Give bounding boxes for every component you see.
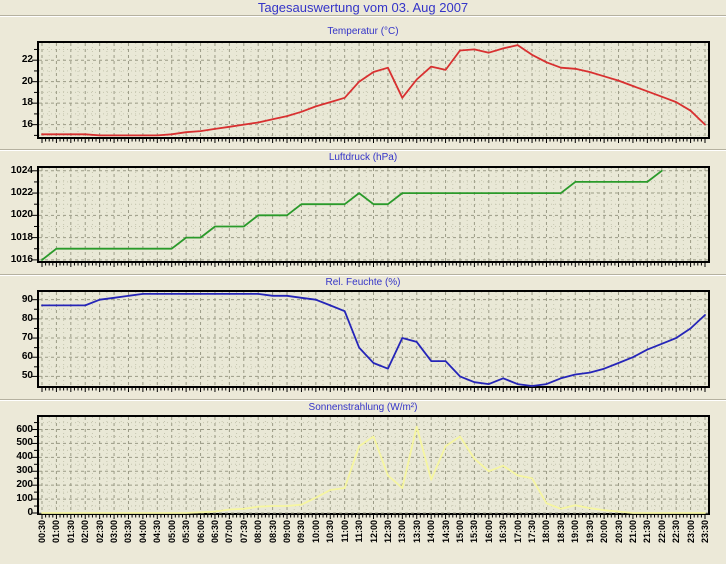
x-tick-label: 04:00 [137, 520, 148, 544]
x-tick-label: 07:00 [224, 520, 235, 544]
x-tick-label: 23:00 [685, 520, 696, 544]
x-tick-label: 12:00 [368, 520, 379, 544]
x-tick-label: 10:30 [325, 520, 336, 544]
x-tick-label: 03:30 [123, 520, 134, 544]
x-tick-label: 19:30 [584, 520, 595, 544]
x-tick-label: 02:30 [94, 520, 105, 544]
x-tick-label: 13:00 [397, 520, 408, 544]
x-tick-label: 21:00 [627, 520, 638, 544]
x-tick-label: 12:30 [382, 520, 393, 544]
x-tick-label: 23:30 [700, 520, 710, 544]
y-tick-label: 20 [21, 75, 33, 87]
x-tick-label: 04:30 [152, 520, 163, 544]
x-tick-label: 20:00 [599, 520, 610, 544]
y-tick-label: 1020 [10, 209, 33, 221]
x-tick-label: 00:30 [37, 520, 47, 544]
y-tick-label: 1016 [10, 253, 33, 265]
x-tick-label: 13:30 [411, 520, 422, 544]
x-tick-label: 14:00 [426, 520, 437, 544]
y-tick-label: 18 [21, 97, 33, 109]
x-tick-label: 11:30 [354, 520, 365, 543]
page-title: Tagesauswertung vom 03. Aug 2007 [257, 0, 469, 15]
chart-title-humidity: Rel. Feuchte (%) [325, 277, 401, 288]
x-tick-label: 17:30 [527, 520, 538, 544]
x-tick-label: 01:30 [65, 520, 76, 544]
y-tick-label: 90 [21, 293, 33, 305]
y-tick-label: 22 [21, 54, 33, 66]
x-tick-label: 10:00 [310, 520, 321, 544]
y-tick-label: 1022 [10, 187, 33, 199]
x-tick-label: 02:00 [80, 520, 91, 544]
x-tick-label: 16:30 [498, 520, 509, 544]
y-tick-label: 50 [21, 370, 33, 382]
y-tick-label: 60 [21, 351, 33, 363]
x-tick-label: 05:30 [181, 520, 192, 544]
pressure-plot [32, 166, 710, 267]
chart-title-solar-radiation: Sonnenstrahlung (W/m²) [308, 402, 418, 413]
x-tick-label: 17:00 [512, 520, 523, 544]
x-tick-label: 22:00 [656, 520, 667, 544]
x-tick-label: 15:00 [454, 520, 465, 544]
y-tick-label: 500 [16, 437, 33, 449]
x-tick-label: 09:00 [282, 520, 293, 544]
y-tick-label: 300 [16, 465, 33, 477]
x-tick-label: 14:30 [440, 520, 451, 544]
y-tick-label: 600 [16, 423, 33, 435]
y-tick-label: 16 [21, 118, 33, 130]
x-tick-label: 20:30 [613, 520, 624, 544]
section-divider [0, 399, 726, 401]
x-tick-label: 06:30 [209, 520, 220, 544]
x-tick-label: 08:00 [253, 520, 264, 544]
y-tick-label: 1024 [10, 164, 33, 176]
solar-radiation-plot [32, 415, 710, 519]
chart-title-temperature: Temperatur (°C) [327, 26, 399, 37]
x-tick-label: 06:00 [195, 520, 206, 544]
x-tick-label: 18:30 [555, 520, 566, 544]
x-tick-label: 16:00 [483, 520, 494, 544]
y-tick-label: 70 [21, 332, 33, 344]
chart-title-pressure: Luftdruck (hPa) [328, 152, 398, 163]
title-divider [0, 15, 726, 17]
y-tick-label: 0 [27, 507, 33, 518]
x-tick-label: 22:30 [671, 520, 682, 544]
x-tick-label: 01:00 [51, 520, 62, 544]
y-tick-label: 200 [16, 479, 33, 491]
section-divider [0, 274, 726, 276]
x-tick-label: 11:00 [339, 520, 350, 543]
x-tick-label: 05:00 [166, 520, 177, 544]
x-tick-label: 08:30 [267, 520, 278, 544]
y-tick-label: 1018 [10, 231, 33, 243]
x-tick-label: 18:00 [541, 520, 552, 544]
y-tick-label: 400 [16, 451, 33, 463]
humidity-plot [32, 290, 710, 392]
temperature-plot [32, 41, 710, 143]
x-tick-label: 21:30 [642, 520, 653, 544]
x-tick-label: 15:30 [469, 520, 480, 544]
section-divider [0, 149, 726, 151]
y-tick-label: 80 [21, 312, 33, 324]
y-tick-label: 100 [16, 493, 33, 505]
x-tick-label: 07:30 [238, 520, 249, 544]
x-tick-label: 19:00 [570, 520, 581, 544]
x-tick-label: 03:00 [109, 520, 120, 544]
x-tick-label: 09:30 [296, 520, 307, 544]
